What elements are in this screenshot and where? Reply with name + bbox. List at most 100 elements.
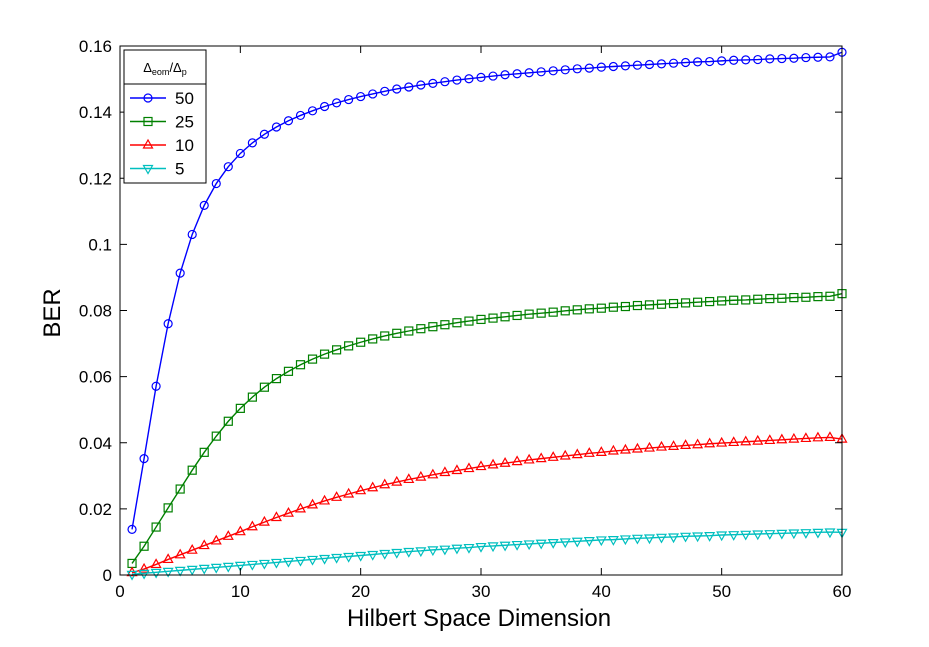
data-point-50-28 <box>452 75 462 85</box>
data-point-10-50 <box>716 436 728 447</box>
data-point-50-39 <box>584 63 594 73</box>
data-point-10-25 <box>415 470 427 481</box>
y-tick-label: 0.16 <box>79 37 112 56</box>
data-point-10-29 <box>463 462 475 473</box>
data-point-5-34 <box>523 540 535 551</box>
data-point-10-31 <box>487 458 499 469</box>
legend-title-symbol: Δ <box>143 60 152 75</box>
data-point-10-36 <box>547 451 559 461</box>
x-axis-label: Hilbert Space Dimension <box>347 605 611 632</box>
data-point-10-16 <box>307 498 319 509</box>
data-point-25-52 <box>741 295 751 305</box>
legend-entry-25: 25 <box>130 113 194 132</box>
data-point-10-59 <box>824 431 836 442</box>
data-point-5-24 <box>403 547 415 558</box>
y-tick-label: 0.14 <box>79 103 112 122</box>
data-point-50-34 <box>524 68 534 78</box>
data-point-50-23 <box>392 84 402 94</box>
y-tick-label: 0 <box>103 566 112 585</box>
data-point-50-41 <box>608 61 618 72</box>
legend-marker-5 <box>142 164 154 175</box>
data-point-5-20 <box>355 551 367 562</box>
data-point-5-41 <box>607 536 619 546</box>
data-point-5-33 <box>511 540 523 551</box>
data-point-50-51 <box>729 55 739 65</box>
data-point-10-52 <box>740 435 752 446</box>
data-point-25-19 <box>344 341 354 351</box>
data-point-25-8 <box>211 431 221 441</box>
data-point-25-12 <box>259 382 269 392</box>
data-point-25-13 <box>271 374 282 384</box>
legend-title-subscript: eom <box>152 67 170 77</box>
data-point-10-15 <box>294 502 307 513</box>
data-point-5-8 <box>210 563 222 574</box>
data-point-10-11 <box>246 520 258 531</box>
data-point-5-25 <box>415 547 427 558</box>
data-point-5-16 <box>307 555 319 566</box>
data-point-5-4 <box>162 567 174 578</box>
data-point-50-50 <box>717 56 727 66</box>
data-point-10-57 <box>800 432 812 443</box>
data-point-25-31 <box>488 313 498 323</box>
data-point-5-32 <box>499 541 511 552</box>
series-line-5 <box>131 531 843 576</box>
data-point-50-20 <box>356 91 366 102</box>
data-point-10-49 <box>704 437 716 448</box>
data-point-5-59 <box>824 528 836 539</box>
data-point-25-5 <box>175 484 185 494</box>
data-point-50-57 <box>801 52 811 63</box>
data-point-25-49 <box>705 296 715 307</box>
data-point-10-7 <box>198 539 210 550</box>
data-point-25-17 <box>319 349 330 359</box>
data-point-25-32 <box>500 312 510 322</box>
legend-title-symbol: /Δ <box>169 60 182 75</box>
data-point-50-43 <box>632 60 643 70</box>
data-point-10-13 <box>270 511 282 522</box>
data-point-25-38 <box>572 305 582 315</box>
data-point-5-38 <box>571 537 583 548</box>
data-point-50-15 <box>295 110 306 121</box>
data-point-25-6 <box>187 465 197 475</box>
data-point-10-2 <box>138 562 150 573</box>
data-point-25-15 <box>295 360 306 370</box>
legend-label: 5 <box>175 160 184 179</box>
data-point-10-17 <box>319 494 331 505</box>
data-point-25-37 <box>560 306 570 316</box>
data-point-5-52 <box>740 530 752 541</box>
data-point-10-54 <box>764 434 776 445</box>
series-layer <box>126 47 848 581</box>
data-point-50-25 <box>416 80 426 90</box>
data-point-10-21 <box>367 481 379 492</box>
legend-box <box>123 49 207 184</box>
y-tick-label: 0.02 <box>79 500 112 519</box>
data-point-50-13 <box>271 122 282 132</box>
data-point-5-12 <box>258 559 270 570</box>
data-point-25-57 <box>801 292 811 302</box>
data-point-50-45 <box>656 59 667 69</box>
data-point-25-50 <box>717 296 727 306</box>
data-point-5-49 <box>704 532 716 542</box>
data-point-10-18 <box>331 491 343 501</box>
data-point-5-43 <box>631 534 643 545</box>
data-point-10-3 <box>150 558 162 569</box>
data-point-25-33 <box>512 310 522 321</box>
data-point-10-58 <box>812 431 824 442</box>
data-point-10-9 <box>222 530 234 540</box>
data-point-25-21 <box>368 334 378 344</box>
data-point-10-12 <box>258 515 270 526</box>
data-point-5-39 <box>583 537 595 547</box>
data-point-25-40 <box>596 303 606 313</box>
data-point-50-48 <box>692 57 703 67</box>
data-point-50-22 <box>380 86 390 96</box>
data-point-5-56 <box>788 529 800 540</box>
data-point-50-54 <box>765 54 775 64</box>
data-point-5-15 <box>294 556 307 567</box>
data-point-10-33 <box>511 455 523 466</box>
data-point-50-44 <box>644 59 655 70</box>
data-point-25-24 <box>404 326 414 336</box>
data-point-5-37 <box>559 538 571 549</box>
data-point-25-56 <box>789 293 799 303</box>
data-point-50-11 <box>247 138 257 148</box>
data-point-10-28 <box>451 464 463 475</box>
data-point-50-29 <box>464 74 474 84</box>
